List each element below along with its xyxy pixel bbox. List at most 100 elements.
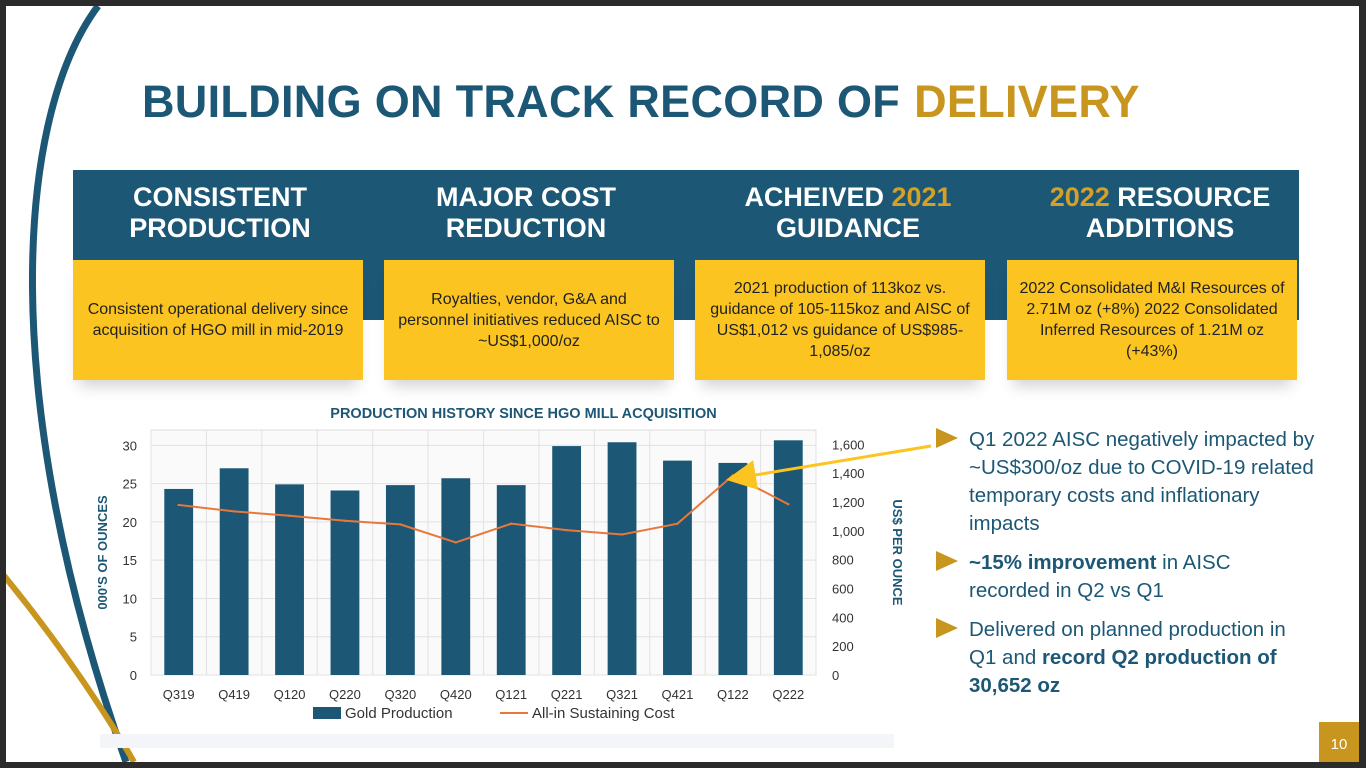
- line-point-aisc: [676, 522, 679, 525]
- heading-line: ACHEIVED 2021: [698, 182, 998, 213]
- x-tick-label: Q120: [274, 687, 306, 702]
- y-axis-label: 000'S OF OUNCES: [95, 495, 110, 610]
- production-chart: PRODUCTION HISTORY SINCE HGO MILL ACQUIS…: [82, 398, 912, 748]
- y-tick-label: 10: [123, 591, 137, 606]
- heading-line: GUIDANCE: [775, 213, 920, 243]
- info-box-cost: Royalties, vendor, G&A and personnel ini…: [384, 260, 674, 380]
- bar-gold-production: [718, 462, 748, 675]
- info-box-guidance: 2021 production of 113koz vs. guidance o…: [695, 260, 985, 380]
- bar-gold-production: [164, 488, 194, 675]
- heading-accent: 2022: [1049, 182, 1110, 212]
- x-tick-label: Q421: [662, 687, 694, 702]
- y2-tick-label: 1,400: [832, 466, 865, 481]
- navy-arc: [28, 6, 130, 762]
- bullet-item: ~15% improvement in AISC recorded in Q2 …: [936, 549, 1316, 605]
- bar-gold-production: [607, 442, 637, 675]
- slide-canvas: BUILDING ON TRACK RECORD OF DELIVERY CONS…: [6, 6, 1359, 762]
- bar-gold-production: [552, 446, 582, 675]
- x-tick-label: Q122: [717, 687, 749, 702]
- y2-tick-label: 1,600: [832, 437, 865, 452]
- y2-axis-label: US$ PER OUNCE: [890, 499, 905, 606]
- line-point-aisc: [787, 503, 790, 506]
- title-main: BUILDING ON TRACK RECORD OF: [142, 76, 901, 127]
- y-tick-label: 0: [130, 668, 137, 683]
- title-accent: DELIVERY: [914, 76, 1140, 127]
- heading-line: PRODUCTION: [129, 213, 311, 243]
- line-point-aisc: [288, 514, 291, 517]
- heading-line: ADDITIONS: [1085, 213, 1235, 243]
- info-box-text: 2022 Consolidated M&I Resources of 2.71M…: [1019, 280, 1285, 360]
- x-tick-label: Q321: [606, 687, 638, 702]
- legend-swatch-gold-production: [313, 707, 341, 719]
- bar-gold-production: [385, 485, 415, 675]
- line-point-aisc: [343, 519, 347, 522]
- y-tick-label: 5: [130, 630, 137, 645]
- column-heading-resources: 2022 RESOURCE ADDITIONS: [1010, 182, 1310, 244]
- triangle-bullet-icon: [936, 618, 958, 638]
- y-tick-label: 20: [123, 515, 137, 530]
- bar-gold-production: [275, 484, 304, 675]
- legend-label-gold-production: Gold Production: [345, 705, 453, 722]
- info-box-text: Consistent operational delivery since ac…: [87, 301, 349, 339]
- line-point-aisc: [177, 503, 180, 507]
- x-tick-label: Q319: [163, 687, 195, 702]
- x-tick-label: Q320: [384, 687, 416, 702]
- info-box-production: Consistent operational delivery since ac…: [73, 260, 363, 380]
- bullet-bold-text: record Q2 production of 30,652 oz: [969, 646, 1277, 697]
- bar-gold-production: [663, 460, 692, 675]
- x-tick-label: Q419: [218, 687, 250, 702]
- page-number: 10: [1319, 722, 1359, 762]
- heading-text: ACHEIVED: [744, 182, 892, 212]
- line-point-aisc: [565, 528, 568, 532]
- y2-tick-label: 600: [832, 582, 854, 597]
- info-box-text: 2021 production of 113koz vs. guidance o…: [710, 280, 970, 360]
- chart-footer-band: [100, 734, 894, 748]
- y-tick-label: 15: [123, 553, 137, 568]
- line-point-aisc: [232, 510, 236, 513]
- y2-tick-label: 200: [832, 639, 854, 654]
- y2-tick-label: 1,200: [832, 495, 865, 510]
- info-box-resources: 2022 Consolidated M&I Resources of 2.71M…: [1007, 260, 1297, 380]
- chart-title: PRODUCTION HISTORY SINCE HGO MILL ACQUIS…: [330, 406, 716, 422]
- y2-tick-label: 800: [832, 553, 854, 568]
- x-tick-label: Q222: [772, 687, 804, 702]
- heading-line: CONSISTENT: [132, 182, 307, 212]
- heading-text: RESOURCE: [1109, 182, 1271, 212]
- chart-svg: PRODUCTION HISTORY SINCE HGO MILL ACQUIS…: [95, 406, 905, 748]
- y-tick-label: 25: [123, 477, 137, 492]
- line-point-aisc: [454, 541, 457, 544]
- column-heading-guidance: ACHEIVED 2021 GUIDANCE: [698, 182, 998, 244]
- bullet-text: Q1 2022 AISC negatively impacted by ~US$…: [969, 428, 1315, 535]
- heading-line: 2022 RESOURCE: [1010, 182, 1310, 213]
- bar-gold-production: [219, 468, 249, 675]
- line-point-aisc: [399, 523, 402, 526]
- info-box-text: Royalties, vendor, G&A and personnel ini…: [398, 290, 660, 350]
- y2-tick-label: 0: [832, 668, 839, 683]
- bar-gold-production: [441, 478, 471, 675]
- heading-accent: 2021: [891, 182, 952, 212]
- y2-tick-label: 400: [832, 610, 854, 625]
- bar-gold-production: [496, 485, 526, 675]
- x-tick-label: Q221: [551, 687, 583, 702]
- line-point-aisc: [510, 522, 513, 525]
- line-point-aisc: [731, 474, 735, 477]
- bullet-item: Delivered on planned production in Q1 an…: [936, 616, 1316, 700]
- legend-label-aisc: All-in Sustaining Cost: [532, 705, 675, 722]
- bullet-text: Delivered on planned production in Q1 an…: [969, 618, 1286, 669]
- column-heading-cost: MAJOR COST REDUCTION: [376, 182, 676, 244]
- x-tick-label: Q220: [329, 687, 361, 702]
- x-tick-label: Q121: [495, 687, 527, 702]
- bullet-bold-text: ~15% improvement: [969, 551, 1157, 574]
- bullet-item: Q1 2022 AISC negatively impacted by ~US$…: [936, 426, 1316, 538]
- triangle-bullet-icon: [936, 551, 958, 571]
- bar-gold-production: [773, 440, 803, 675]
- triangle-bullet-icon: [936, 428, 958, 448]
- bar-gold-production: [330, 490, 360, 675]
- bullet-list: Q1 2022 AISC negatively impacted by ~US$…: [936, 426, 1316, 711]
- page-title: BUILDING ON TRACK RECORD OF DELIVERY: [142, 76, 1140, 128]
- line-point-aisc: [620, 533, 624, 536]
- bullet-text: in AISC recorded in Q2 vs Q1: [969, 551, 1231, 602]
- y-tick-label: 30: [123, 438, 137, 453]
- heading-line: MAJOR COST: [435, 182, 616, 212]
